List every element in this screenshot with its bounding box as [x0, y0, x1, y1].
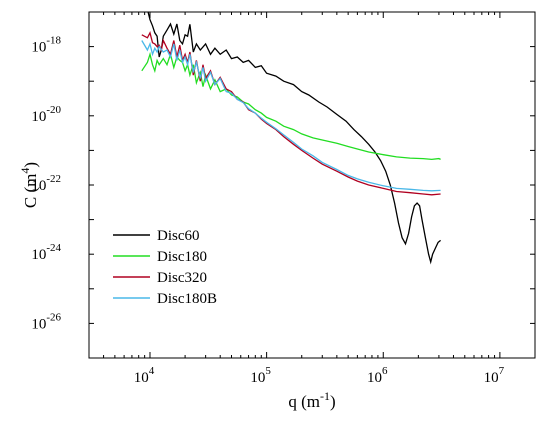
legend-label: Disc320 — [157, 270, 207, 286]
y-axis-label-tail: ) — [21, 162, 40, 168]
legend-label: Disc180B — [157, 291, 217, 307]
tick-labels: 104 105 106 107 10-18 10-20 10-22 10-24 10-26 — [31, 35, 504, 386]
y-axis-label: C (m4) — [18, 162, 40, 208]
y-tick-label: 10-22 — [31, 173, 61, 194]
series-line-disc320 — [141, 30, 441, 196]
x-axis-label-tail: ) — [330, 392, 336, 411]
axis-ticks — [88, 11, 536, 359]
x-tick-label: 107 — [484, 365, 505, 386]
plot-lines — [141, 12, 442, 265]
y-axis-label-sup: 4 — [18, 168, 32, 174]
series-line-disc60 — [141, 12, 442, 265]
series-line-disc180b — [141, 40, 441, 192]
x-axis-label: q (m-1) — [288, 389, 335, 411]
y-tick-label: 10-18 — [31, 35, 61, 56]
y-tick-label: 10-26 — [31, 311, 61, 332]
x-tick-label: 105 — [250, 365, 271, 386]
x-axis-label-base: q (m — [288, 392, 320, 411]
x-axis-label-sup: -1 — [320, 389, 330, 403]
x-tick-label: 106 — [367, 365, 388, 386]
x-tick-label: 104 — [134, 365, 155, 386]
series-line-disc180 — [141, 51, 441, 161]
legend-label: Disc60 — [157, 228, 200, 244]
legend-label: Disc180 — [157, 249, 207, 265]
y-tick-label: 10-24 — [31, 242, 61, 263]
y-tick-label: 10-20 — [31, 104, 61, 125]
legend: Disc60 Disc180 Disc320 Disc180B — [113, 228, 217, 307]
y-axis-label-base: C (m — [21, 174, 40, 208]
